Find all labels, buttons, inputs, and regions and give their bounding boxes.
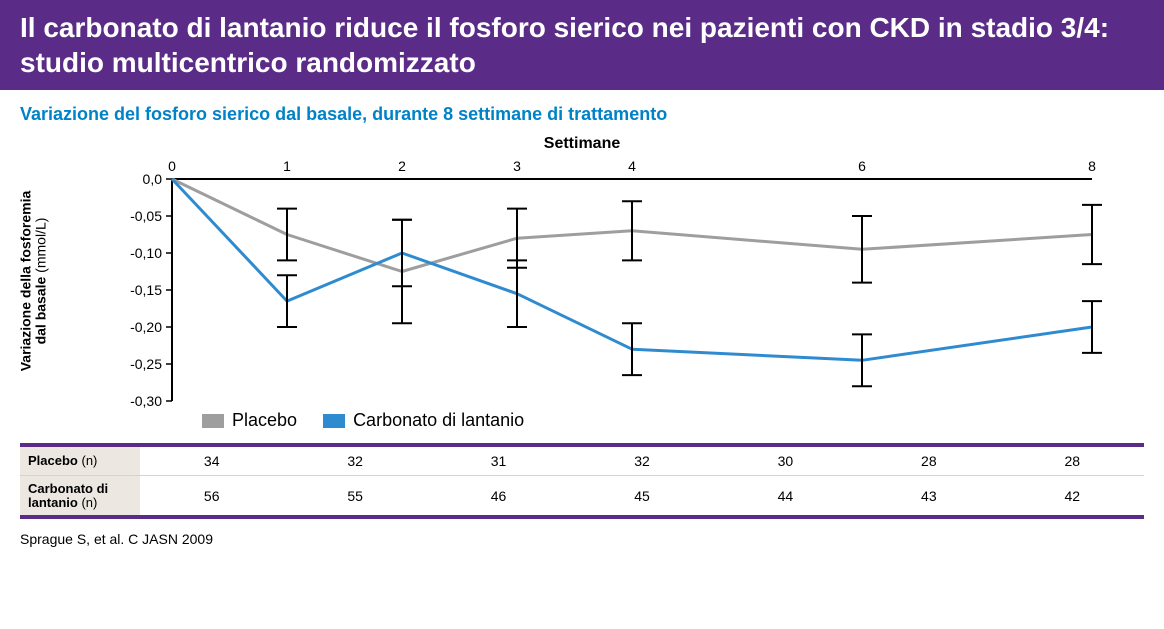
subtitle: Variazione del fosforo sierico dal basal…	[0, 90, 1164, 131]
svg-text:6: 6	[858, 158, 866, 174]
svg-text:-0,30: -0,30	[130, 393, 162, 409]
svg-text:0,0: 0,0	[143, 171, 163, 187]
table-cell: 46	[427, 476, 570, 516]
legend-swatch-lanthanum	[323, 414, 345, 428]
table-cell: 28	[857, 447, 1000, 476]
y-axis-title-line1: Variazione della fosforemia	[18, 191, 34, 372]
table-cell: 32	[570, 447, 713, 476]
table-cell: 43	[857, 476, 1000, 516]
chart-container: Settimane Variazione della fosforemia da…	[0, 131, 1164, 435]
legend-swatch-placebo	[202, 414, 224, 428]
legend-label-placebo: Placebo	[232, 410, 297, 431]
svg-text:0: 0	[168, 158, 176, 174]
legend-label-lanthanum: Carbonato di lantanio	[353, 410, 524, 431]
table-row-header: Carbonato di lantanio (n)	[20, 476, 140, 516]
table-cell: 30	[714, 447, 857, 476]
table-row: Placebo (n)34323132302828	[20, 447, 1144, 476]
citation: Sprague S, et al. C JASN 2009	[0, 519, 1164, 559]
chart: Settimane Variazione della fosforemia da…	[42, 131, 1122, 431]
page-title: Il carbonato di lantanio riduce il fosfo…	[20, 10, 1144, 80]
svg-text:-0,05: -0,05	[130, 208, 162, 224]
table-cell: 28	[1001, 447, 1144, 476]
table-cell: 32	[283, 447, 426, 476]
svg-text:-0,20: -0,20	[130, 319, 162, 335]
svg-text:3: 3	[513, 158, 521, 174]
legend-lanthanum: Carbonato di lantanio	[323, 410, 524, 431]
table-cell: 44	[714, 476, 857, 516]
svg-text:-0,15: -0,15	[130, 282, 162, 298]
table-row: Carbonato di lantanio (n)56554645444342	[20, 476, 1144, 516]
n-table: Placebo (n)34323132302828Carbonato di la…	[20, 447, 1144, 515]
table-row-header: Placebo (n)	[20, 447, 140, 476]
table-cell: 31	[427, 447, 570, 476]
svg-text:-0,10: -0,10	[130, 245, 162, 261]
n-table-wrap: Placebo (n)34323132302828Carbonato di la…	[20, 443, 1144, 519]
svg-text:8: 8	[1088, 158, 1096, 174]
table-cell: 34	[140, 447, 283, 476]
legend-placebo: Placebo	[202, 410, 297, 431]
table-cell: 42	[1001, 476, 1144, 516]
svg-text:4: 4	[628, 158, 636, 174]
chart-svg: 0,0 -0,05 -0,10 -0,15 -0,20 -0,25 -0,30 0 1 2 3 4 6 8	[42, 131, 1122, 431]
table-cell: 56	[140, 476, 283, 516]
table-cell: 45	[570, 476, 713, 516]
title-band: Il carbonato di lantanio riduce il fosfo…	[0, 0, 1164, 90]
svg-text:2: 2	[398, 158, 406, 174]
chart-legend: Placebo Carbonato di lantanio	[202, 410, 524, 431]
svg-text:-0,25: -0,25	[130, 356, 162, 372]
svg-text:1: 1	[283, 158, 291, 174]
table-cell: 55	[283, 476, 426, 516]
